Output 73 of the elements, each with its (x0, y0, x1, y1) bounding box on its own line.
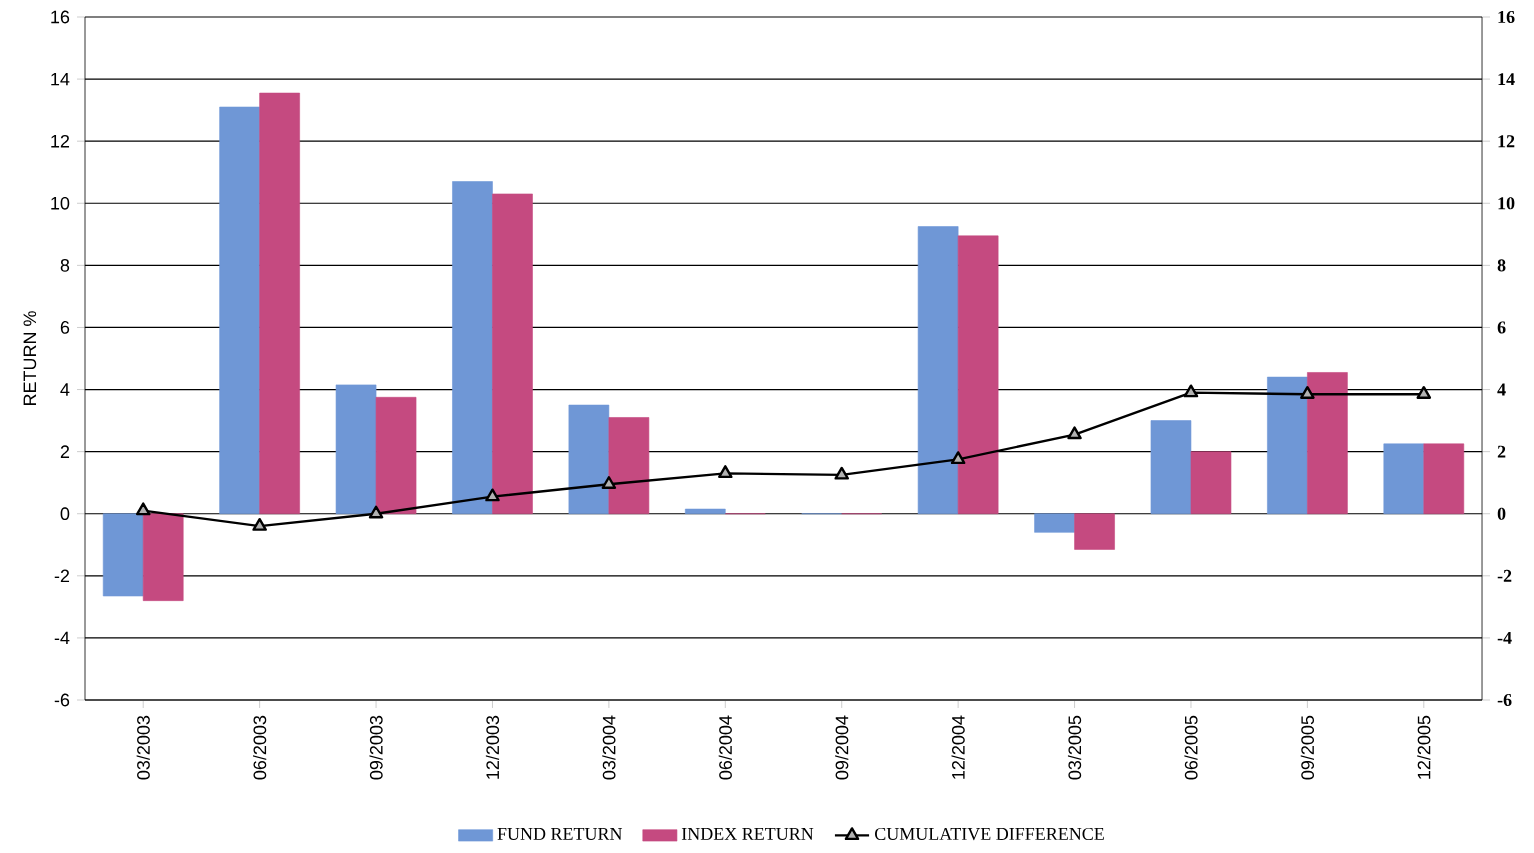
bar (608, 417, 650, 515)
bar (492, 193, 533, 515)
point (1416, 386, 1432, 399)
x-tick-label: 03/2005 (1067, 715, 1082, 780)
bar (219, 106, 260, 515)
y-tick-label: 8 (60, 258, 70, 272)
y2-tick-label: 0 (1497, 507, 1506, 520)
bar (375, 397, 417, 515)
bar (102, 513, 144, 597)
y2-tick-label: -2 (1497, 569, 1512, 582)
point (135, 502, 151, 516)
bar (1150, 420, 1192, 515)
y-tick-label: 14 (51, 72, 70, 86)
bar (957, 235, 999, 515)
y2-tick-label: -4 (1497, 631, 1512, 644)
bar (259, 92, 300, 515)
y2-tick-label: 2 (1497, 445, 1506, 458)
x-tick-label: 12/2005 (1417, 715, 1431, 779)
y-tick-label: -2 (54, 569, 70, 583)
bar (1074, 513, 1115, 550)
x-tick-label: 12/2004 (951, 715, 965, 779)
bar (917, 226, 959, 515)
bar (1423, 443, 1465, 515)
bar (1307, 372, 1348, 515)
bar (142, 513, 184, 601)
y-tick-label: 0 (60, 507, 70, 521)
point (1067, 426, 1082, 440)
y2-tick-label: 12 (1498, 135, 1515, 148)
y-tick-label: 12 (51, 134, 70, 148)
x-tick-label: 03/2004 (602, 715, 616, 780)
point (368, 505, 384, 519)
y-tick-label: -6 (54, 693, 70, 707)
bar (1034, 513, 1075, 533)
bar (685, 508, 726, 515)
point (601, 476, 617, 489)
legend-label: INDEX RETURN (681, 827, 814, 840)
y-tick-label: 6 (60, 321, 70, 334)
y2-tick-label: 6 (1497, 321, 1506, 334)
x-tick-label: 03/2003 (136, 715, 150, 780)
bar (1190, 451, 1232, 515)
bar (1267, 376, 1308, 515)
y-tick-label: 4 (60, 383, 70, 396)
point (485, 488, 500, 502)
point (252, 517, 267, 531)
legend-label: FUND RETURN (497, 827, 623, 840)
point (1183, 384, 1199, 398)
point (950, 451, 966, 465)
x-tick-label: 12/2003 (485, 715, 500, 779)
y2-tick-label: -6 (1497, 693, 1512, 707)
x-tick-label: 09/2005 (1300, 715, 1315, 780)
y-tick-label: 2 (60, 445, 70, 458)
x-tick-label: 09/2003 (369, 715, 383, 780)
point (834, 466, 849, 480)
y-axis-title: RETURN % (23, 311, 37, 406)
y2-tick-label: 16 (1498, 10, 1515, 24)
y2-tick-label: 8 (1497, 259, 1506, 272)
y-tick-label: 10 (51, 196, 70, 210)
x-tick-label: 06/2003 (253, 715, 267, 780)
point (1300, 386, 1315, 399)
x-tick-label: 06/2005 (1184, 715, 1198, 780)
bar (452, 181, 493, 515)
y-tick-label: -4 (54, 631, 70, 645)
y-tick-label: 16 (51, 10, 70, 24)
legend-label: CUMULATIVE DIFFERENCE (875, 827, 1104, 841)
x-tick-label: 09/2004 (835, 715, 849, 780)
x-tick-label: 06/2004 (718, 715, 732, 780)
y2-tick-label: 10 (1498, 197, 1515, 210)
bar (335, 384, 377, 515)
y2-tick-label: 14 (1498, 73, 1515, 86)
y2-tick-label: 4 (1497, 383, 1506, 396)
bar (568, 404, 610, 515)
bar (1383, 443, 1425, 515)
point (718, 465, 733, 479)
